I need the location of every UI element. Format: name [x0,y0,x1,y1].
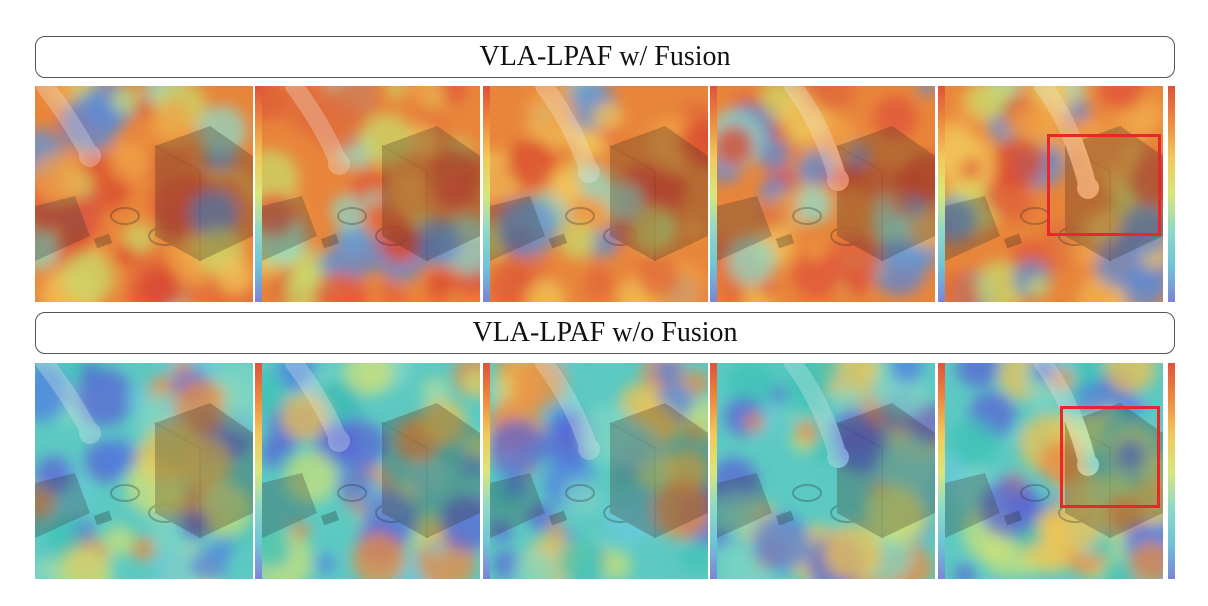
panel-title-text: VLA-LPAF w/o Fusion [472,317,738,348]
attention-heatmap-frame-1 [35,86,253,302]
heatmap-row-without-fusion [35,363,1180,579]
attention-heatmap-frame-3 [490,363,708,579]
scene-overlay [262,86,480,261]
attention-heatmap-frame-4 [717,363,935,579]
scene-overlay [490,363,708,538]
scene-overlay [717,86,935,261]
colorbar-2 [483,86,490,302]
panel-title-without-fusion: VLA-LPAF w/o Fusion [35,312,1175,354]
attention-heatmap-frame-2 [262,86,480,302]
attention-heatmap-frame-5 [945,86,1163,302]
colorbar-4 [938,86,945,302]
scene-overlay [717,363,935,538]
colorbar-3 [710,86,717,302]
attention-heatmap-frame-5 [945,363,1163,579]
heatmap-row-with-fusion [35,86,1180,302]
colorbar-1 [255,363,262,579]
scene-overlay [262,363,480,538]
scene-overlay [945,363,1163,538]
colorbar-4 [938,363,945,579]
scene-overlay [35,363,253,538]
attention-heatmap-frame-1 [35,363,253,579]
panel-title-with-fusion: VLA-LPAF w/ Fusion [35,36,1175,78]
colorbar-2 [483,363,490,579]
colorbar-1 [255,86,262,302]
attention-heatmap-frame-4 [717,86,935,302]
scene-overlay [490,86,708,261]
panel-title-text: VLA-LPAF w/ Fusion [479,41,731,72]
attention-heatmap-frame-2 [262,363,480,579]
colorbar-5 [1168,86,1175,302]
scene-overlay [35,86,253,261]
colorbar-3 [710,363,717,579]
attention-heatmap-frame-3 [490,86,708,302]
colorbar-5 [1168,363,1175,579]
